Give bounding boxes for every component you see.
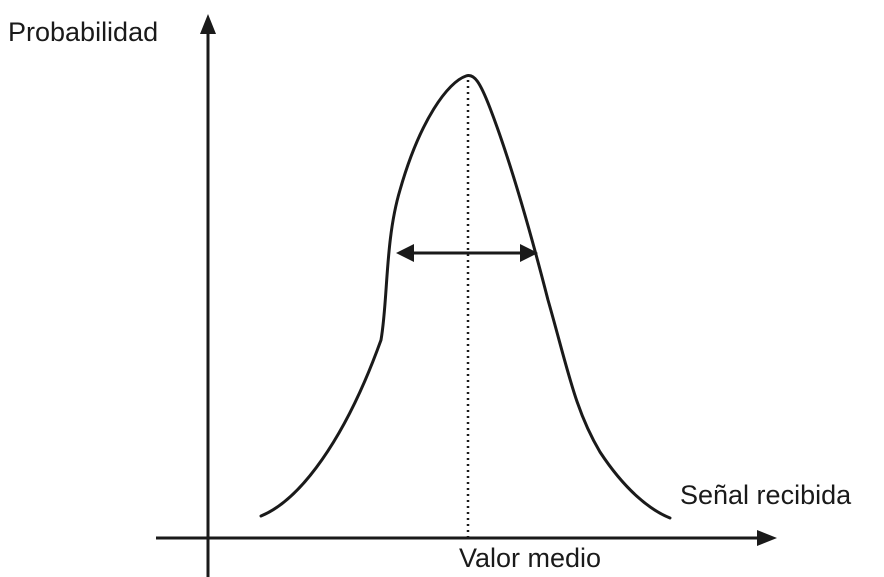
y-axis bbox=[200, 14, 216, 577]
x-axis bbox=[156, 530, 777, 546]
y-axis-arrow-icon bbox=[200, 14, 216, 34]
x-axis-arrow-icon bbox=[757, 530, 777, 546]
width-arrow-left-icon bbox=[396, 244, 414, 262]
width-arrow-right-icon bbox=[520, 244, 538, 262]
distribution-curve bbox=[259, 73, 672, 520]
y-axis-label: Probabilidad bbox=[8, 17, 158, 47]
x-axis-label: Señal recibida bbox=[680, 480, 852, 510]
width-double-arrow bbox=[396, 244, 538, 262]
mean-label: Valor medio bbox=[459, 543, 601, 573]
